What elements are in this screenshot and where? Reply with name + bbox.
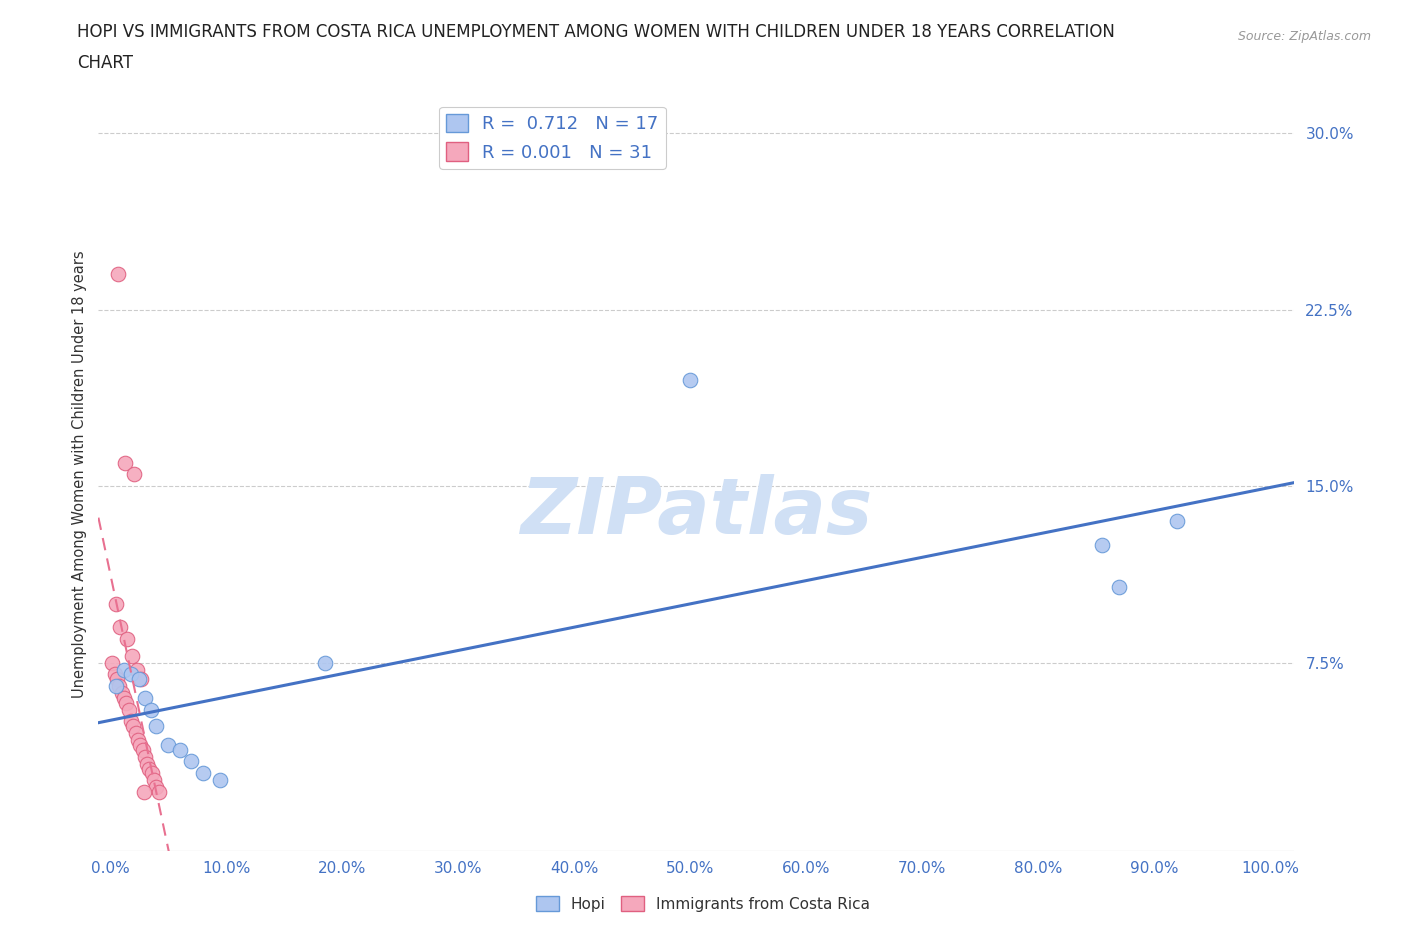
Point [110,620,132,635]
Point [138,761,160,776]
Point [314,656,336,671]
Point [112,662,135,677]
Text: ZIPatlas: ZIPatlas [520,474,872,550]
Point [107,267,129,282]
Text: HOPI VS IMMIGRANTS FROM COSTA RICA UNEMPLOYMENT AMONG WOMEN WITH CHILDREN UNDER : HOPI VS IMMIGRANTS FROM COSTA RICA UNEMP… [77,23,1115,41]
Point [141,765,163,780]
Point [114,455,136,470]
Point [1108,580,1130,595]
Point [124,467,146,482]
Point [1166,514,1188,529]
Point [128,671,150,686]
Point [127,733,149,748]
Point [145,719,167,734]
Point [104,667,127,682]
Point [131,742,153,757]
Point [120,714,142,729]
Point [134,690,156,705]
Point [104,679,127,694]
Point [115,696,138,711]
Point [134,750,156,764]
Point [129,737,152,752]
Point [145,780,167,795]
Point [131,671,153,686]
Point [132,785,155,800]
Text: CHART: CHART [77,54,134,72]
Legend: Hopi, Immigrants from Costa Rica: Hopi, Immigrants from Costa Rica [530,889,876,918]
Point [209,773,232,788]
Point [111,685,134,700]
Point [125,662,148,677]
Point [1091,538,1114,552]
Point [679,373,702,388]
Point [136,756,159,771]
Point [108,679,131,694]
Point [122,719,145,734]
Point [143,773,166,788]
Point [180,754,202,769]
Point [117,702,139,717]
Point [191,765,214,780]
Point [101,656,124,671]
Point [112,690,135,705]
Point [104,596,127,611]
Point [139,702,162,717]
Point [120,667,142,682]
Point [121,648,143,663]
Point [148,785,170,800]
Point [169,742,191,757]
Point [117,631,139,646]
Legend: R =  0.712   N = 17, R = 0.001   N = 31: R = 0.712 N = 17, R = 0.001 N = 31 [439,107,666,169]
Point [105,671,128,686]
Point [157,737,180,752]
Text: Source: ZipAtlas.com: Source: ZipAtlas.com [1237,30,1371,43]
Point [124,725,146,740]
Y-axis label: Unemployment Among Women with Children Under 18 years: Unemployment Among Women with Children U… [72,250,87,698]
